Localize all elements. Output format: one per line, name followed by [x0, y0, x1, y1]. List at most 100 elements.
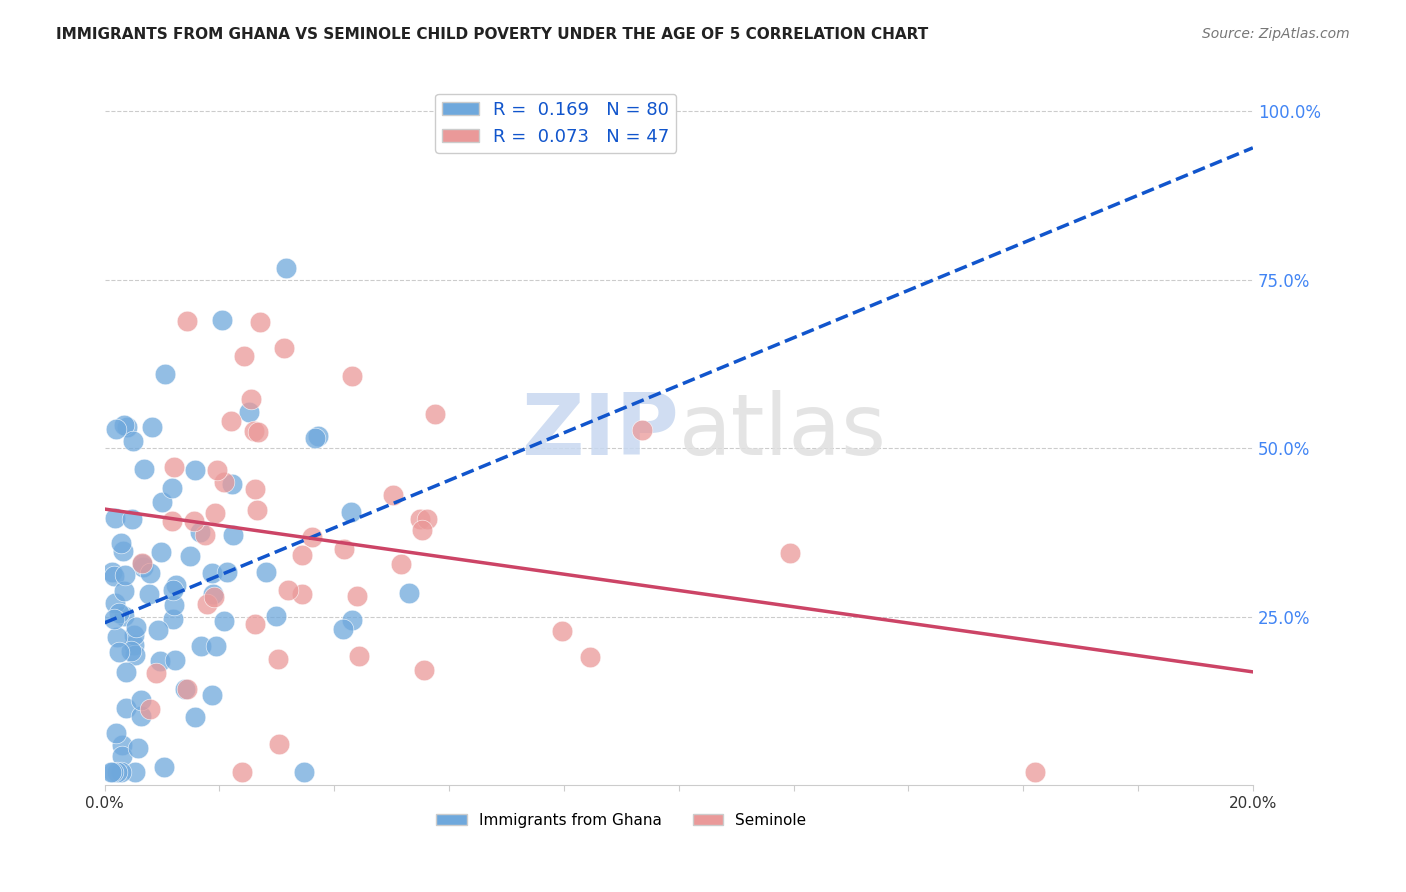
Point — [108, 606, 131, 620]
Point — [238, 404, 260, 418]
Point — [269, 737, 291, 751]
Point — [111, 738, 134, 752]
Point — [291, 549, 314, 563]
Point — [204, 506, 226, 520]
Point — [163, 599, 186, 613]
Point — [273, 341, 295, 355]
Point — [194, 527, 217, 541]
Point — [264, 608, 287, 623]
Point — [551, 624, 574, 638]
Point — [125, 620, 148, 634]
Point — [131, 557, 153, 571]
Point — [231, 764, 253, 779]
Point — [408, 512, 430, 526]
Point — [104, 422, 127, 436]
Point — [129, 693, 152, 707]
Point — [411, 523, 433, 537]
Point — [190, 639, 212, 653]
Point — [184, 463, 207, 477]
Point — [115, 420, 138, 434]
Point — [176, 681, 198, 696]
Point — [233, 349, 256, 363]
Point — [162, 582, 184, 597]
Text: IMMIGRANTS FROM GHANA VS SEMINOLE CHILD POVERTY UNDER THE AGE OF 5 CORRELATION C: IMMIGRANTS FROM GHANA VS SEMINOLE CHILD … — [56, 27, 928, 42]
Point — [247, 425, 270, 439]
Point — [122, 628, 145, 642]
Point — [381, 488, 404, 502]
Point — [340, 505, 363, 519]
Point — [245, 617, 267, 632]
Text: Source: ZipAtlas.com: Source: ZipAtlas.com — [1202, 27, 1350, 41]
Point — [205, 463, 228, 477]
Point — [179, 549, 201, 564]
Point — [202, 590, 225, 604]
Legend: Immigrants from Ghana, Seminole: Immigrants from Ghana, Seminole — [430, 807, 813, 834]
Point — [101, 764, 124, 779]
Point — [150, 545, 173, 559]
Point — [165, 578, 187, 592]
Point — [412, 663, 434, 677]
Point — [124, 764, 146, 779]
Point — [197, 597, 219, 611]
Point — [201, 566, 224, 580]
Text: atlas: atlas — [679, 390, 887, 473]
Point — [347, 648, 370, 663]
Point — [201, 688, 224, 702]
Point — [114, 701, 136, 715]
Point — [103, 510, 125, 524]
Point — [211, 313, 233, 327]
Point — [112, 417, 135, 432]
Point — [332, 622, 354, 636]
Point — [121, 512, 143, 526]
Point — [100, 764, 122, 779]
Point — [163, 653, 186, 667]
Point — [219, 414, 242, 428]
Point — [153, 367, 176, 381]
Point — [150, 495, 173, 509]
Point — [215, 566, 238, 580]
Point — [139, 702, 162, 716]
Point — [127, 740, 149, 755]
Point — [416, 512, 439, 526]
Point — [243, 482, 266, 496]
Point — [153, 760, 176, 774]
Point — [103, 568, 125, 582]
Point — [122, 434, 145, 449]
Point — [340, 613, 363, 627]
Point — [1024, 764, 1046, 779]
Point — [162, 481, 184, 495]
Point — [277, 583, 299, 598]
Point — [190, 524, 212, 539]
Point — [108, 645, 131, 659]
Point — [122, 638, 145, 652]
Point — [163, 459, 186, 474]
Point — [391, 557, 413, 571]
Point — [246, 502, 269, 516]
Point — [304, 431, 326, 445]
Point — [104, 596, 127, 610]
Text: ZIP: ZIP — [522, 390, 679, 473]
Point — [145, 666, 167, 681]
Point — [254, 565, 277, 579]
Point — [239, 392, 262, 406]
Point — [110, 764, 132, 779]
Point — [342, 369, 364, 384]
Point — [267, 652, 290, 666]
Point — [249, 315, 271, 329]
Point — [141, 419, 163, 434]
Point — [146, 623, 169, 637]
Point — [107, 764, 129, 779]
Point — [425, 407, 447, 421]
Point — [104, 726, 127, 740]
Point — [174, 682, 197, 697]
Point — [301, 530, 323, 544]
Point — [307, 429, 329, 443]
Point — [243, 424, 266, 438]
Point — [103, 612, 125, 626]
Point — [105, 630, 128, 644]
Point — [183, 514, 205, 528]
Point — [101, 566, 124, 580]
Point — [114, 583, 136, 598]
Point — [120, 644, 142, 658]
Point — [160, 514, 183, 528]
